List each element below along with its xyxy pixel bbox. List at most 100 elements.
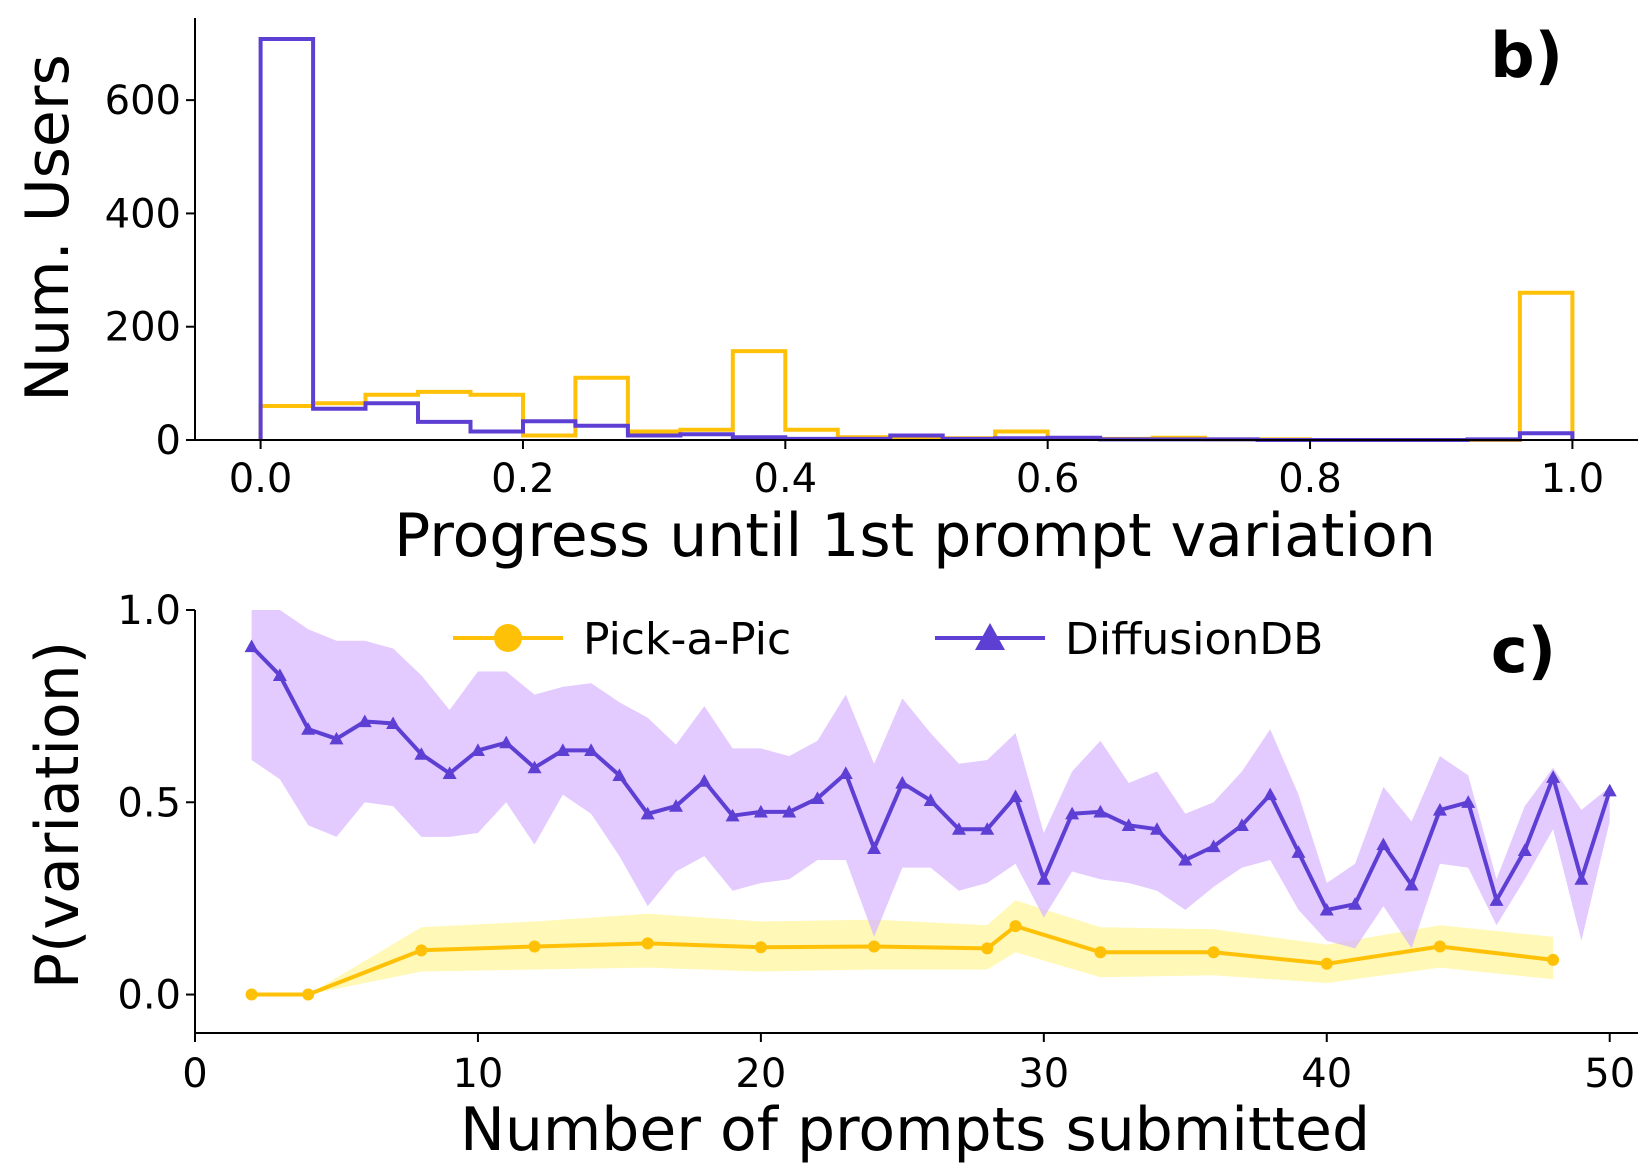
point-diffusiondb — [1489, 893, 1504, 906]
point-diffusiondb — [555, 743, 570, 756]
confidence-band-diffusiondb — [251, 610, 1610, 949]
point-diffusiondb — [1376, 837, 1391, 851]
point-diffusiondb — [272, 668, 287, 681]
point-diffusiondb — [895, 776, 910, 789]
point-diffusiondb — [329, 731, 344, 745]
histogram-x-tick-label-1: 1.0 — [1541, 456, 1605, 502]
point-pick-a-pic — [1207, 946, 1220, 959]
histogram-steps — [258, 37, 1575, 442]
point-diffusiondb — [414, 747, 429, 760]
point-diffusiondb — [612, 768, 627, 781]
line-y-tick-label-0-5: 0.5 — [117, 780, 181, 826]
line-y-axis-title: P(variation) — [23, 641, 93, 989]
histogram-x-tick-label-0-8: 0.8 — [1278, 456, 1342, 502]
point-diffusiondb — [867, 841, 882, 855]
point-diffusiondb — [1036, 872, 1051, 885]
histogram-x-axis-title: Progress until 1st prompt variation — [394, 501, 1436, 571]
histogram-y-tick-label-600: 600 — [105, 78, 181, 124]
point-pick-a-pic — [868, 940, 881, 953]
point-diffusiondb — [1121, 818, 1136, 831]
series-lines — [244, 639, 1617, 1001]
line-axes: 0 10 20 30 40 50 0.0 0.5 1.0 — [117, 588, 1638, 1097]
point-diffusiondb — [1574, 872, 1589, 885]
point-pick-a-pic — [981, 942, 994, 955]
line-x-tick-label-20: 20 — [735, 1051, 786, 1097]
legend: Pick-a-Pic DiffusionDB — [453, 614, 1323, 665]
line-x-tick-label-0: 0 — [182, 1051, 207, 1097]
point-diffusiondb — [810, 791, 825, 805]
point-pick-a-pic — [302, 988, 315, 1001]
point-pick-a-pic — [415, 944, 428, 957]
point-diffusiondb — [1206, 839, 1221, 853]
legend-marker-diffusiondb — [975, 623, 1005, 650]
point-diffusiondb — [951, 822, 966, 835]
histogram-y-tick-label-400: 400 — [105, 191, 181, 237]
point-diffusiondb — [1602, 783, 1617, 797]
point-diffusiondb — [470, 743, 485, 756]
point-diffusiondb — [244, 639, 259, 653]
point-diffusiondb — [753, 804, 768, 818]
legend-label-diffusiondb: DiffusionDB — [1065, 614, 1323, 665]
point-diffusiondb — [1546, 770, 1561, 783]
point-diffusiondb — [697, 774, 712, 787]
point-diffusiondb — [1178, 852, 1193, 866]
legend-label-pick-a-pic: Pick-a-Pic — [583, 614, 791, 665]
point-diffusiondb — [1461, 795, 1476, 808]
legend-marker-pick-a-pic — [494, 624, 522, 652]
point-pick-a-pic — [641, 937, 654, 950]
point-pick-a-pic — [1009, 920, 1022, 933]
point-diffusiondb — [1008, 789, 1023, 803]
point-pick-a-pic — [528, 940, 541, 953]
histogram-y-axis-title: Num. Users — [13, 54, 83, 402]
histogram-panel-b: 0.0 0.2 0.4 0.6 0.8 1.0 0 200 400 600 Progress un… — [13, 18, 1638, 571]
line-x-tick-label-50: 50 — [1584, 1051, 1635, 1097]
point-diffusiondb — [669, 799, 683, 812]
point-diffusiondb — [1150, 822, 1164, 835]
point-diffusiondb — [1404, 877, 1419, 891]
histogram-step-diffusiondb — [258, 37, 1575, 442]
histogram-x-tick-label-0-4: 0.4 — [754, 456, 818, 502]
histogram-y-tick-label-0: 0 — [156, 418, 181, 464]
point-diffusiondb — [527, 760, 542, 774]
point-diffusiondb — [301, 722, 316, 735]
point-diffusiondb — [584, 743, 599, 756]
line-y-tick-label-1: 1.0 — [117, 588, 181, 634]
line-x-axis-title: Number of prompts submitted — [460, 1095, 1370, 1165]
point-diffusiondb — [838, 766, 853, 780]
point-diffusiondb — [1319, 902, 1334, 916]
point-diffusiondb — [386, 716, 401, 730]
point-diffusiondb — [1234, 818, 1249, 831]
point-diffusiondb — [1291, 845, 1306, 858]
histogram-x-tick-label-0: 0.0 — [229, 456, 293, 502]
histogram-y-tick-label-200: 200 — [105, 305, 181, 351]
point-pick-a-pic — [1094, 946, 1107, 959]
point-diffusiondb — [1093, 804, 1108, 818]
point-diffusiondb — [442, 766, 457, 780]
point-diffusiondb — [980, 822, 995, 835]
point-diffusiondb — [1348, 897, 1363, 910]
line-panel-c: 0 10 20 30 40 50 0.0 0.5 1.0 Pick-a-Pic Diffusion… — [23, 588, 1638, 1165]
line-x-tick-label-30: 30 — [1018, 1051, 1069, 1097]
point-pick-a-pic — [245, 988, 258, 1001]
point-diffusiondb — [1432, 802, 1447, 816]
point-diffusiondb — [1263, 787, 1278, 801]
line-x-tick-label-40: 40 — [1301, 1051, 1352, 1097]
point-pick-a-pic — [1433, 940, 1446, 953]
histogram-axes: 0.0 0.2 0.4 0.6 0.8 1.0 0 200 400 600 — [105, 18, 1638, 502]
histogram-step-pick_a_pic — [258, 290, 1575, 442]
point-diffusiondb — [725, 808, 740, 822]
histogram-x-tick-label-0-2: 0.2 — [491, 456, 555, 502]
point-diffusiondb — [1065, 806, 1080, 820]
point-diffusiondb — [923, 793, 938, 806]
point-diffusiondb — [357, 714, 372, 728]
point-pick-a-pic — [754, 941, 767, 954]
line-y-tick-label-0: 0.0 — [117, 973, 181, 1019]
panel-label-b: b) — [1490, 19, 1563, 92]
panel-label-c: c) — [1491, 614, 1556, 687]
series-line-pick-a-pic — [251, 924, 1554, 997]
point-pick-a-pic — [1320, 957, 1333, 970]
histogram-x-tick-label-0-6: 0.6 — [1016, 456, 1080, 502]
point-diffusiondb — [640, 806, 655, 820]
point-diffusiondb — [499, 735, 514, 749]
